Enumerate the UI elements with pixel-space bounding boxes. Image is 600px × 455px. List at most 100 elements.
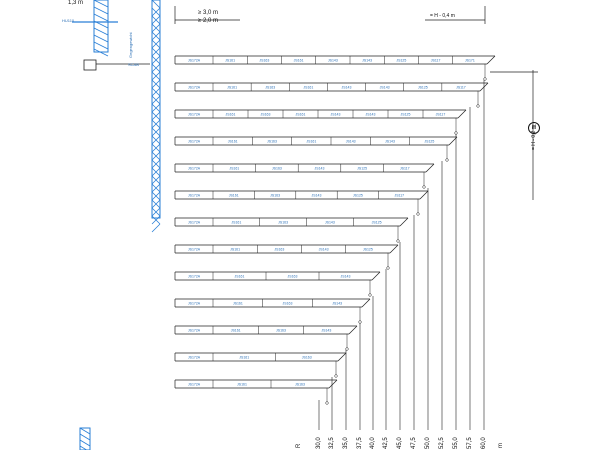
radius-value-label: 50,0: [425, 437, 431, 449]
jib-segment-label: JS161: [231, 329, 241, 333]
jib-segment-label: JS163: [278, 221, 288, 225]
hook: [476, 104, 480, 108]
jib-segment-label: JS125: [363, 248, 373, 252]
jib-segment-label: JS163: [274, 248, 284, 252]
mini-tower-diagonal: [93, 27, 109, 36]
radius-value-label: 42,5: [383, 437, 389, 449]
jib-segment-label: JS161: [306, 140, 316, 144]
radius-value-label: 52,5: [439, 437, 445, 449]
jib-segment-label: JS172A: [188, 167, 201, 171]
jib-segment-label: JS125: [372, 221, 382, 225]
radius-value-label: 35,0: [343, 437, 349, 449]
mini-tower-diagonal: [93, 0, 109, 8]
jib-segment-label: JS161: [231, 221, 241, 225]
jib-tip: [399, 217, 409, 227]
mast-lattice-diagonal: [151, 39, 161, 49]
hook: [325, 401, 329, 405]
mast-lattice-diagonal: [151, 71, 161, 81]
jib-segment-label: JS143: [362, 59, 372, 63]
jib-segment-label: JS172A: [188, 194, 201, 198]
hook: [445, 158, 449, 162]
jib-segment-label: JS143: [366, 113, 376, 117]
hook: [396, 239, 400, 243]
jib-tip: [371, 271, 381, 281]
jib-segment-label: JS172A: [188, 221, 201, 225]
jib-segment-label: JS163: [295, 383, 305, 387]
jib-segment-label: JS161: [237, 383, 247, 387]
radius-value-label: 32,5: [329, 437, 335, 449]
jib-segment-label: JS161: [233, 302, 243, 306]
top-left-dimension: 1,3 m: [68, 0, 84, 6]
jib-segment-label: JS172A: [188, 356, 201, 360]
jib-segment-label: JS117: [431, 59, 441, 63]
jib-tip: [337, 352, 347, 362]
clearance-dimension-b: ≥ 2,0 m: [198, 18, 218, 24]
mast-lattice-diagonal: [151, 111, 161, 121]
jib-tip: [361, 298, 371, 308]
jib-segment-label: JS161: [225, 59, 235, 63]
jib-tip: [457, 109, 467, 119]
mast-lattice-diagonal: [151, 199, 161, 209]
mast-top-label: HU110: [62, 18, 75, 23]
jib-segment-label: JS143: [332, 302, 342, 306]
jib-segment-label: JS163: [283, 302, 293, 306]
jib-tip: [328, 379, 338, 389]
jib-segment-label: JS143: [321, 329, 331, 333]
radius-value-label: 45,0: [397, 437, 403, 449]
jib-segment-label: JS163: [265, 86, 275, 90]
jib-segment-label: JS125: [353, 194, 363, 198]
jib-segment-label: JS143: [325, 221, 335, 225]
radius-value-label: 47,5: [411, 437, 417, 449]
jib-segment-label: JS125: [424, 140, 434, 144]
mini-tower-diagonal: [93, 13, 109, 22]
hook: [454, 131, 458, 135]
mast-lattice-diagonal: [151, 223, 161, 233]
jib-segment-label: JS143: [328, 59, 338, 63]
mast-base-label: SCAB: [128, 62, 139, 67]
jib-segment-label: JS143: [319, 248, 329, 252]
mast-lattice-diagonal: [151, 55, 161, 65]
mast-lattice-diagonal: [151, 87, 161, 97]
hook: [358, 320, 362, 324]
hook: [368, 293, 372, 297]
jib-segment-label: JS125: [396, 59, 406, 63]
jib-segment-label: JS163: [272, 167, 282, 171]
hook: [386, 266, 390, 270]
jib-segment-label: JS161: [239, 356, 249, 360]
mast-lattice-diagonal: [151, 175, 161, 185]
jib-segment-label: JS172A: [188, 59, 201, 63]
mast-lattice-diagonal: [151, 191, 161, 201]
radius-header: R: [296, 443, 302, 448]
mini-tower-diagonal: [93, 34, 109, 43]
counterweight-block: [83, 59, 97, 71]
mast-lattice-diagonal: [151, 23, 161, 33]
mast-lattice-diagonal: [151, 0, 161, 9]
mast-lattice-diagonal: [151, 167, 161, 177]
bottom-mast-diagonal: [79, 427, 91, 435]
bottom-mast-diagonal: [79, 439, 91, 447]
mast-lattice-diagonal: [151, 215, 161, 225]
mast-lattice-diagonal: [151, 207, 161, 217]
jib-segment-label: JS161: [296, 113, 306, 117]
jib-segment-label: JS117: [456, 86, 466, 90]
jib-segment-label: JS163: [288, 275, 298, 279]
hook: [345, 347, 349, 351]
jib-segment-label: JS117: [436, 113, 446, 117]
jib-segment-label: JS172A: [188, 248, 201, 252]
jib-segment-label: JS161: [228, 140, 238, 144]
jib-tip: [348, 325, 358, 335]
jib-segment-label: JS163: [270, 194, 280, 198]
mast-lattice-diagonal: [151, 63, 161, 73]
jib-segment-label: JS172A: [188, 113, 201, 117]
jib-segment-label: JS143: [315, 167, 325, 171]
jib-segment-label: JS163: [276, 329, 286, 333]
jib-segment-label: JS172A: [188, 140, 201, 144]
mast-lattice-diagonal: [151, 7, 161, 17]
clearance-dimension-a: ≥ 3,0 m: [198, 10, 218, 16]
jib-segment-label: JS143: [380, 86, 390, 90]
jib-tip: [448, 136, 458, 146]
jib-segment-label: JS172A: [188, 329, 201, 333]
bottom-mast-diagonal: [79, 445, 91, 453]
height-marker-circle: H: [528, 122, 540, 134]
mast-lattice-diagonal: [151, 95, 161, 105]
